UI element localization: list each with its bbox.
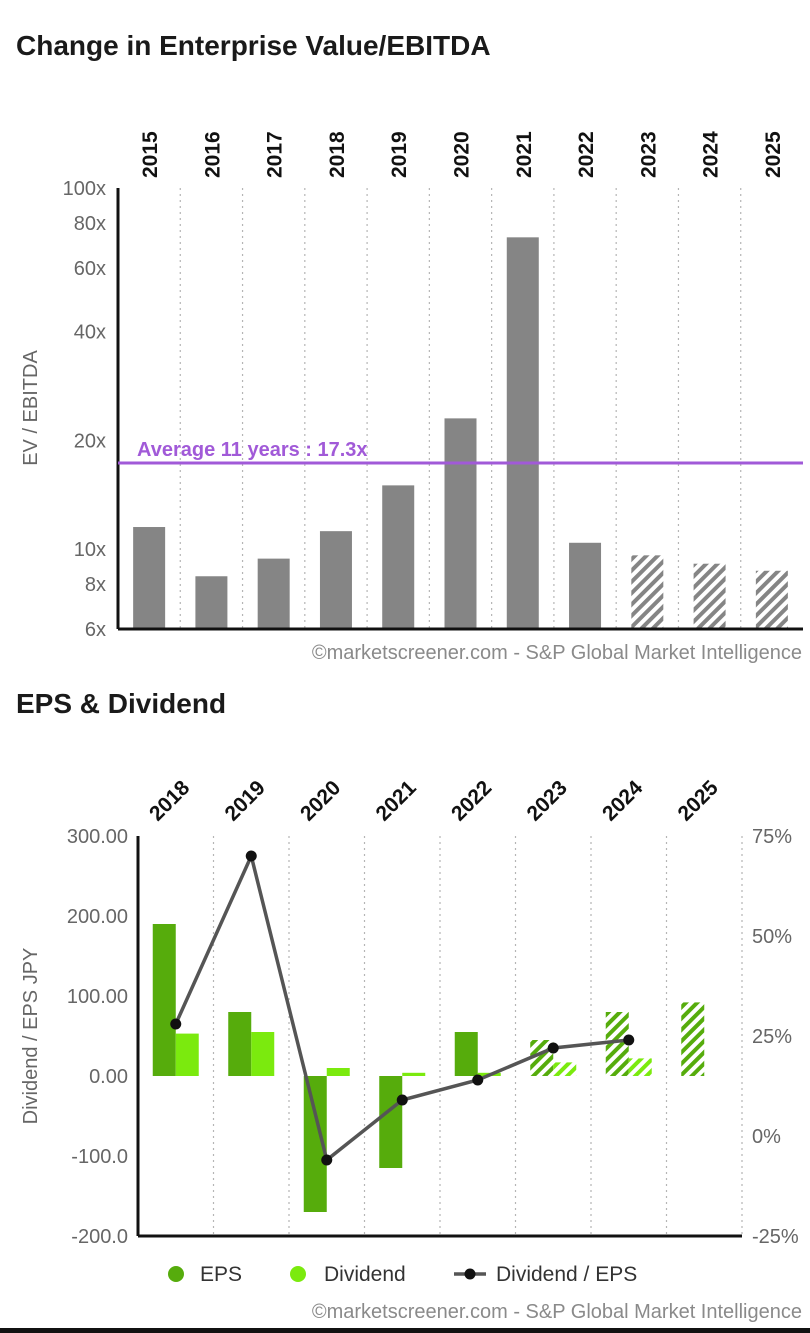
x-tick-label: 2017 <box>264 131 287 178</box>
x-tick-label: 2018 <box>145 776 195 826</box>
bar-2024 <box>693 563 726 629</box>
eps-bar-2020 <box>303 1076 327 1212</box>
bar-2023 <box>631 555 664 629</box>
y-tick-label: 40x <box>74 322 106 344</box>
source-credit: ©marketscreener.com - S&P Global Market … <box>312 1301 802 1323</box>
chart2-title: EPS & Dividend <box>16 688 227 719</box>
y-tick-label: -200.0 <box>71 1226 128 1248</box>
dividend-eps-point <box>245 850 257 862</box>
x-tick-label: 2019 <box>221 776 270 825</box>
y-tick-label: -100.0 <box>71 1146 128 1168</box>
y-tick-label: 80x <box>74 213 106 235</box>
y-tick-label: 0.00 <box>89 1066 128 1088</box>
dividend-bar-2023 <box>553 1062 577 1076</box>
x-tick-label: 2015 <box>139 131 162 178</box>
y-tick-label: 200.00 <box>67 906 128 928</box>
source-credit: ©marketscreener.com - S&P Global Market … <box>312 642 802 664</box>
chart1-title: Change in Enterprise Value/EBITDA <box>16 30 491 61</box>
eps-bar-2022 <box>454 1032 478 1076</box>
x-tick-label: 2016 <box>201 131 224 178</box>
legend-ratio-marker <box>464 1268 476 1280</box>
eps-bar-2024 <box>605 1012 629 1076</box>
legend-dividend-marker <box>290 1266 306 1282</box>
dividend-eps-point <box>396 1094 408 1106</box>
eps-bar-2019 <box>228 1012 252 1076</box>
x-tick-label: 2024 <box>700 131 723 178</box>
x-tick-label: 2023 <box>637 131 660 178</box>
y-tick-label: 300.00 <box>67 826 128 848</box>
legend-dividend-label: Dividend <box>324 1263 406 1286</box>
bar-2021 <box>506 237 539 629</box>
y-axis-label: Dividend / EPS JPY <box>20 948 42 1125</box>
dividend-eps-point <box>321 1154 333 1166</box>
dividend-eps-point <box>170 1018 182 1030</box>
bar-2017 <box>257 558 290 629</box>
average-label: Average 11 years : 17.3x <box>137 439 368 461</box>
eps-bar-2025 <box>681 1002 705 1076</box>
x-tick-label: 2025 <box>762 131 785 178</box>
y2-tick-label: 75% <box>752 826 792 848</box>
y-tick-label: 60x <box>74 258 106 280</box>
bar-2025 <box>755 570 788 629</box>
x-tick-label: 2021 <box>372 776 422 826</box>
x-tick-label: 2024 <box>598 776 648 826</box>
x-tick-label: 2022 <box>447 776 496 825</box>
y-tick-label: 8x <box>85 574 106 596</box>
y-axis-label: EV / EBITDA <box>20 350 42 466</box>
dividend-eps-point <box>547 1042 559 1054</box>
legend-ratio-label: Dividend / EPS <box>496 1263 637 1286</box>
dividend-bar-2021 <box>402 1072 426 1076</box>
dividend-eps-point <box>623 1034 635 1046</box>
bar-2022 <box>569 542 602 629</box>
y2-tick-label: -25% <box>752 1226 799 1248</box>
bar-2015 <box>133 527 166 629</box>
eps-bar-2021 <box>379 1076 403 1168</box>
x-tick-label: 2023 <box>523 776 572 825</box>
x-tick-label: 2022 <box>575 131 598 178</box>
legend-eps-label: EPS <box>200 1263 242 1286</box>
y-tick-label: 10x <box>74 539 106 561</box>
bar-2016 <box>195 576 228 629</box>
x-tick-label: 2018 <box>326 131 349 178</box>
dividend-eps-point <box>472 1074 484 1086</box>
dividend-bar-2024 <box>628 1058 652 1076</box>
bottom-edge-bar <box>0 1328 810 1333</box>
ev-ebitda-chart: 2015 2016 2017 2018 2019 2020 2021 2022 2023 2024… <box>20 131 803 664</box>
x-tick-label: 2020 <box>296 776 345 825</box>
y-tick-label: 6x <box>85 619 106 641</box>
x-tick-label: 2025 <box>674 776 724 826</box>
x-tick-label: 2020 <box>451 131 474 178</box>
y-tick-label: 100.00 <box>67 986 128 1008</box>
y-tick-label: 20x <box>74 430 106 452</box>
bar-2020 <box>444 418 477 629</box>
dividend-bar-2018 <box>175 1033 199 1076</box>
y2-tick-label: 0% <box>752 1126 781 1148</box>
eps-bar-2018 <box>152 924 176 1076</box>
bar-2018 <box>319 531 352 629</box>
y2-tick-label: 50% <box>752 926 792 948</box>
y2-tick-label: 25% <box>752 1026 792 1048</box>
dividend-bar-2019 <box>251 1032 275 1076</box>
x-tick-label: 2019 <box>388 131 411 178</box>
bar-2019 <box>382 485 415 629</box>
dividend-bar-2020 <box>326 1068 350 1076</box>
x-tick-label: 2021 <box>513 131 536 178</box>
legend-eps-marker <box>168 1266 184 1282</box>
y-tick-label: 100x <box>63 178 106 200</box>
